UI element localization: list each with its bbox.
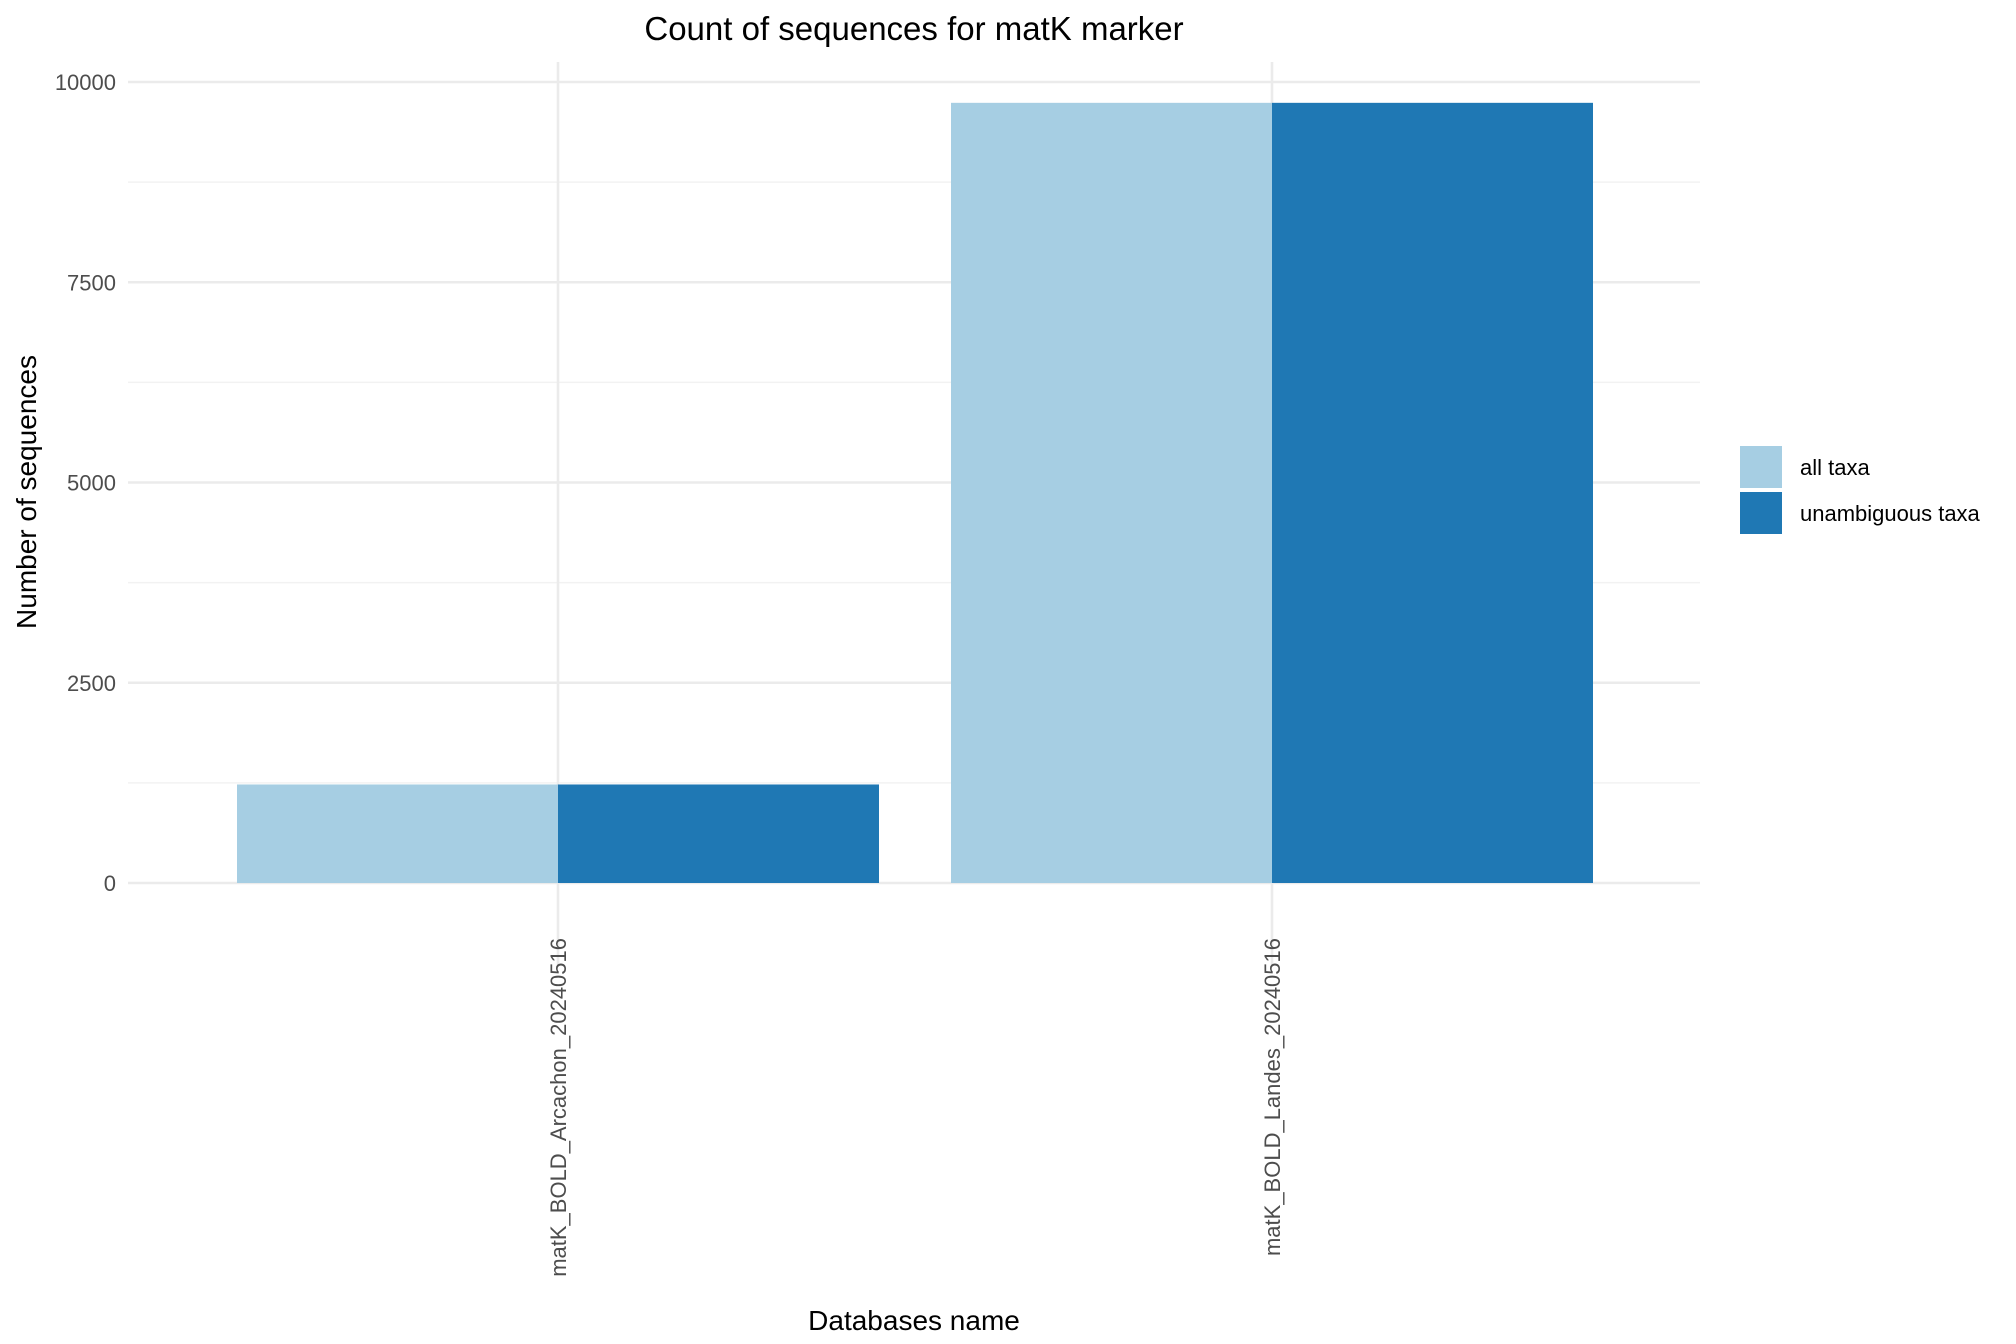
bar-all-taxa-1 <box>237 784 558 883</box>
y-tick-label: 5000 <box>67 471 116 496</box>
bars <box>237 102 1593 884</box>
bar-unambiguous-taxa-2 <box>1272 102 1593 884</box>
chart-title: Count of sequences for matK marker <box>644 10 1183 47</box>
y-axis-tick-labels: 0 2500 5000 7500 10000 <box>55 70 116 896</box>
legend-label: unambiguous taxa <box>1800 501 1981 526</box>
bar-unambiguous-taxa-1 <box>558 784 879 883</box>
legend-label: all taxa <box>1800 455 1870 480</box>
legend: all taxa unambiguous taxa <box>1740 446 1981 534</box>
y-tick-label: 10000 <box>55 70 116 95</box>
y-tick-label: 7500 <box>67 270 116 295</box>
x-tick-label: matK_BOLD_Arcachon_20240516 <box>546 938 571 1277</box>
legend-key <box>1740 446 1782 488</box>
x-tick-label: matK_BOLD_Landes_20240516 <box>1260 938 1285 1256</box>
y-tick-label: 2500 <box>67 671 116 696</box>
y-axis-title: Number of sequences <box>11 355 42 629</box>
x-axis-title: Databases name <box>808 1305 1020 1336</box>
bar-all-taxa-2 <box>951 102 1272 884</box>
y-tick-label: 0 <box>104 871 116 896</box>
x-axis-tick-labels: matK_BOLD_Arcachon_20240516 matK_BOLD_Lan… <box>546 938 1285 1277</box>
legend-key <box>1740 492 1782 534</box>
